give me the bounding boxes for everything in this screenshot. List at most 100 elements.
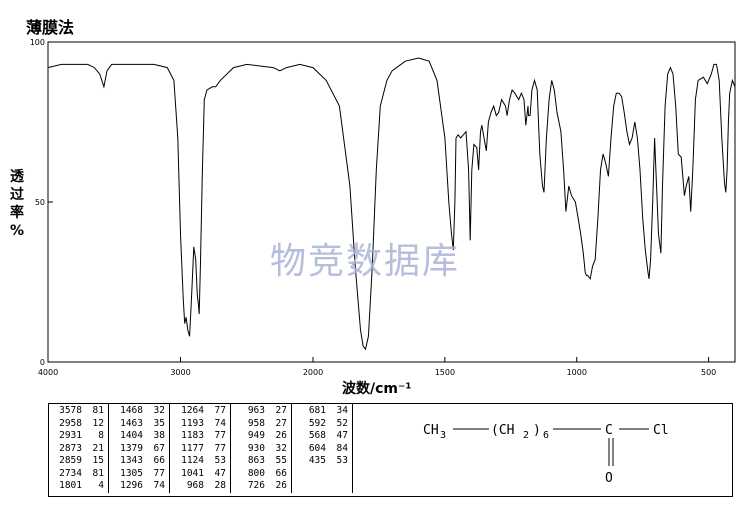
peak-transmittance: 8 xyxy=(98,430,104,441)
peak-transmittance: 77 xyxy=(153,467,165,479)
peak-transmittance: 53 xyxy=(336,455,348,466)
peak-wavenumber: 2958 xyxy=(59,417,82,429)
peak-transmittance: 77 xyxy=(214,442,226,454)
peak-wavenumber: 1041 xyxy=(181,467,204,479)
y-tick-label: 0 xyxy=(40,358,45,367)
peak-wavenumber: 2873 xyxy=(59,442,82,454)
peak-transmittance: 53 xyxy=(214,455,226,466)
peak-wavenumber: 1343 xyxy=(120,455,143,466)
peak-wavenumber: 1404 xyxy=(120,430,143,441)
peak-transmittance: 47 xyxy=(336,430,348,441)
peak-wavenumber: 958 xyxy=(247,417,265,429)
y-axis-label-char: 过 xyxy=(10,187,24,203)
peak-transmittance: 32 xyxy=(275,442,287,454)
peak-wavenumber: 1379 xyxy=(120,442,143,454)
plot-frame xyxy=(47,41,736,363)
peak-wavenumber: 949 xyxy=(247,430,265,441)
peak-wavenumber: 2931 xyxy=(59,430,82,441)
peak-row: 2859 15 xyxy=(54,455,104,468)
peak-row: 1193 74 xyxy=(176,418,226,431)
peak-transmittance: 66 xyxy=(153,455,165,466)
peak-row: 568 47 xyxy=(298,430,348,443)
peak-transmittance: 81 xyxy=(92,467,104,479)
peak-wavenumber: 930 xyxy=(247,442,265,454)
structure-ch2-group: (CH xyxy=(491,423,514,438)
peak-transmittance: 12 xyxy=(92,417,104,429)
peak-row: 435 53 xyxy=(298,455,348,468)
structure-sub-2: 2 xyxy=(523,430,529,441)
peaks-column: 963 27 958 27 949 26 930 32 863 55 800 66 726 26 xyxy=(230,403,292,493)
peak-wavenumber: 592 xyxy=(308,417,326,429)
peak-row: 863 55 xyxy=(237,455,287,468)
peak-transmittance: 74 xyxy=(214,417,226,429)
peak-row: 968 28 xyxy=(176,480,226,493)
peak-wavenumber: 681 xyxy=(308,405,326,416)
peak-row: 1343 66 xyxy=(115,455,165,468)
peak-row: 2931 8 xyxy=(54,430,104,443)
peak-wavenumber: 1468 xyxy=(120,405,143,416)
peak-transmittance: 26 xyxy=(275,480,287,491)
page-title: 薄膜法 xyxy=(26,18,75,37)
peak-row: 726 26 xyxy=(237,480,287,493)
peak-wavenumber: 1264 xyxy=(181,405,204,416)
chart-axes xyxy=(47,41,736,363)
x-tick-label: 1000 xyxy=(567,368,587,377)
structure-group-close: ) xyxy=(533,423,541,438)
peak-transmittance: 27 xyxy=(275,405,287,416)
peak-wavenumber: 2859 xyxy=(59,455,82,466)
peak-transmittance: 55 xyxy=(275,455,287,466)
watermark: 物竞数据库 xyxy=(270,241,461,282)
y-axis-label: 透 过 率 % xyxy=(8,168,26,240)
peak-transmittance: 38 xyxy=(153,430,165,441)
peak-transmittance: 52 xyxy=(336,417,348,429)
peak-row: 1183 77 xyxy=(176,430,226,443)
peak-transmittance: 27 xyxy=(275,417,287,429)
peak-row: 1296 74 xyxy=(115,480,165,493)
peak-transmittance: 4 xyxy=(98,480,104,491)
structure-chlorine: Cl xyxy=(653,423,669,438)
peak-row: 604 84 xyxy=(298,443,348,456)
peak-row: 1404 38 xyxy=(115,430,165,443)
structure-sub-3: 3 xyxy=(440,430,446,441)
peak-row: 592 52 xyxy=(298,418,348,431)
x-tick-label: 2000 xyxy=(303,368,323,377)
peak-transmittance: 35 xyxy=(153,417,165,429)
peak-transmittance: 77 xyxy=(214,405,226,416)
peak-row: 958 27 xyxy=(237,418,287,431)
peak-row: 2873 21 xyxy=(54,443,104,456)
y-tick-label: 50 xyxy=(35,198,45,207)
y-axis-label-char: 透 xyxy=(10,169,24,185)
y-tick-label: 100 xyxy=(30,38,45,47)
peak-row: 1124 53 xyxy=(176,455,226,468)
peak-wavenumber: 2734 xyxy=(59,467,82,479)
peak-wavenumber: 800 xyxy=(247,467,265,479)
peak-wavenumber: 1305 xyxy=(120,467,143,479)
transmittance-series-line xyxy=(47,57,736,351)
peak-transmittance: 67 xyxy=(153,442,165,454)
peak-transmittance: 74 xyxy=(153,480,165,491)
peak-wavenumber: 1463 xyxy=(120,417,143,429)
structure-oxygen: O xyxy=(605,471,613,486)
peaks-column: 681 34 592 52 568 47 604 84 435 53 xyxy=(291,403,353,493)
peak-transmittance: 26 xyxy=(275,430,287,441)
peak-wavenumber: 968 xyxy=(186,480,204,491)
peak-wavenumber: 435 xyxy=(308,455,326,466)
peak-wavenumber: 1183 xyxy=(181,430,204,441)
peak-wavenumber: 1177 xyxy=(181,442,204,454)
peak-wavenumber: 1296 xyxy=(120,480,143,491)
peak-transmittance: 81 xyxy=(92,405,104,416)
x-axis-label: 波数/cm⁻¹ xyxy=(342,381,412,397)
x-tick-label: 1500 xyxy=(435,368,455,377)
peak-row: 1264 77 xyxy=(176,405,226,418)
peaks-column: 1468 32 1463 35 1404 38 1379 67 1343 66 1305 77 1296… xyxy=(108,403,170,493)
peak-row: 2734 81 xyxy=(54,468,104,481)
peak-wavenumber: 568 xyxy=(308,430,326,441)
peak-row: 1463 35 xyxy=(115,418,165,431)
peak-transmittance: 34 xyxy=(336,405,348,416)
peak-wavenumber: 604 xyxy=(308,442,326,454)
peak-row: 930 32 xyxy=(237,443,287,456)
peak-transmittance: 66 xyxy=(275,467,287,479)
peak-row: 1468 32 xyxy=(115,405,165,418)
peak-wavenumber: 1801 xyxy=(59,480,82,491)
